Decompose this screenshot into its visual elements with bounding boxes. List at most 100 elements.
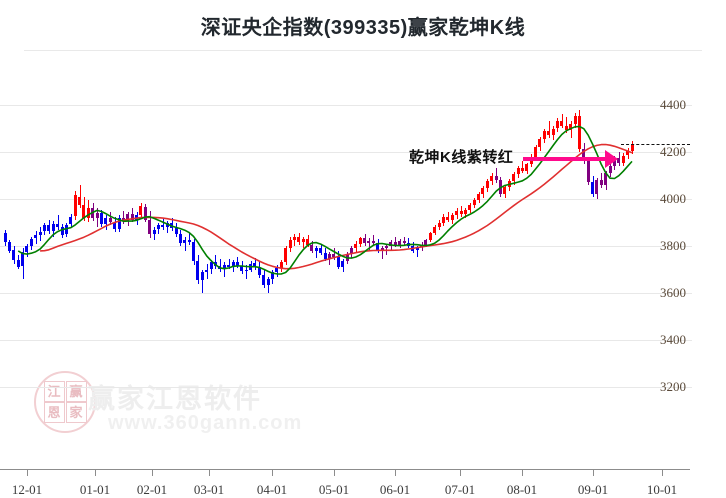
candle-body bbox=[552, 128, 555, 136]
candle-body bbox=[556, 121, 559, 129]
candle-body bbox=[240, 265, 243, 272]
candle-wick bbox=[408, 237, 409, 249]
candle-wick bbox=[316, 246, 317, 258]
candle-body bbox=[87, 208, 90, 218]
candle-wick bbox=[163, 218, 164, 230]
candle-wick bbox=[167, 221, 168, 234]
gridline bbox=[0, 105, 692, 106]
candle-body bbox=[267, 278, 270, 286]
candle-body bbox=[179, 233, 182, 244]
candle-body bbox=[328, 254, 331, 259]
candle-wick bbox=[369, 237, 370, 251]
candle-body bbox=[464, 210, 467, 214]
candle-body bbox=[438, 222, 441, 228]
candle-body bbox=[245, 269, 248, 272]
candle-body bbox=[631, 143, 634, 151]
gridline bbox=[0, 340, 692, 341]
candle-body bbox=[232, 262, 235, 267]
candle-body bbox=[192, 242, 195, 262]
candle-body bbox=[521, 168, 524, 171]
candle-body bbox=[403, 241, 406, 244]
x-axis-tick-label-8: 08-01 bbox=[506, 482, 538, 497]
candle-wick bbox=[549, 121, 550, 138]
candle-body bbox=[65, 224, 68, 235]
candle-body bbox=[534, 147, 537, 157]
y-axis-tick-label-3: 3800 bbox=[660, 238, 686, 253]
candle-body bbox=[78, 196, 81, 205]
candle-body bbox=[118, 217, 121, 229]
candle-body bbox=[517, 168, 520, 175]
candle-body bbox=[236, 262, 239, 266]
x-axis-tick bbox=[209, 469, 210, 476]
candle-body bbox=[96, 213, 99, 219]
x-axis-line bbox=[0, 469, 690, 470]
candle-wick bbox=[404, 236, 405, 246]
x-axis-tick-label-2: 02-01 bbox=[136, 482, 168, 497]
candle-body bbox=[12, 250, 15, 261]
candle-wick bbox=[229, 258, 230, 270]
candle-body bbox=[271, 271, 274, 279]
x-axis-tick bbox=[593, 469, 594, 476]
candle-body bbox=[490, 175, 493, 182]
candle-body bbox=[100, 213, 103, 225]
annotation-arrow-line bbox=[523, 157, 611, 161]
candle-body bbox=[477, 194, 480, 200]
candle-body bbox=[148, 219, 151, 235]
y-axis-tick-label-6: 3200 bbox=[660, 379, 686, 394]
candle-body bbox=[324, 253, 327, 259]
candle-body bbox=[223, 264, 226, 270]
candle-body bbox=[253, 263, 256, 268]
x-axis-tick bbox=[272, 469, 273, 476]
candle-body bbox=[385, 246, 388, 249]
x-axis-tick-label-0: 12-01 bbox=[11, 482, 43, 497]
y-axis-tick-label-4: 3600 bbox=[660, 285, 686, 300]
candle-body bbox=[495, 175, 498, 180]
chart-header: 深证央企指数(399335)赢家乾坤K线 bbox=[0, 0, 726, 50]
candle-body bbox=[131, 214, 134, 220]
candle-body bbox=[289, 240, 292, 249]
candle-body bbox=[376, 243, 379, 251]
candle-body bbox=[604, 173, 607, 186]
gridline bbox=[0, 152, 692, 153]
candle-body bbox=[481, 188, 484, 195]
candlestick-series bbox=[4, 109, 634, 293]
x-axis-tick-label-5: 05-01 bbox=[318, 482, 350, 497]
candle-wick bbox=[123, 210, 124, 224]
candle-body bbox=[319, 248, 322, 254]
candle-body bbox=[600, 180, 603, 186]
x-axis-tick bbox=[460, 469, 461, 476]
candle-body bbox=[569, 123, 572, 131]
gridline bbox=[0, 387, 692, 388]
candle-wick bbox=[566, 116, 567, 134]
candle-body bbox=[34, 235, 37, 239]
gridline bbox=[0, 199, 692, 200]
candle-body bbox=[429, 233, 432, 240]
x-axis-tick-label-6: 06-01 bbox=[379, 482, 411, 497]
candle-body bbox=[227, 264, 230, 267]
candle-body bbox=[161, 225, 164, 228]
candle-body bbox=[113, 222, 116, 230]
candle-body bbox=[433, 227, 436, 234]
x-axis-tick-label-9: 09-01 bbox=[577, 482, 609, 497]
candle-wick bbox=[202, 269, 203, 293]
candle-body bbox=[337, 257, 340, 267]
candle-body bbox=[39, 231, 42, 236]
candle-body bbox=[473, 200, 476, 205]
candle-body bbox=[525, 164, 528, 171]
candle-wick bbox=[303, 236, 304, 249]
page-title: 深证央企指数(399335)赢家乾坤K线 bbox=[200, 16, 526, 39]
candle-body bbox=[512, 174, 515, 182]
candle-body bbox=[578, 115, 581, 150]
candle-body bbox=[310, 244, 313, 251]
ma-fast-line bbox=[17, 125, 633, 275]
x-axis-tick bbox=[152, 469, 153, 476]
candle-wick bbox=[294, 234, 295, 246]
candle-body bbox=[153, 229, 156, 235]
candle-body bbox=[354, 243, 357, 249]
candle-body bbox=[626, 150, 629, 156]
candle-body bbox=[574, 115, 577, 124]
candle-body bbox=[30, 238, 33, 246]
candle-body bbox=[486, 181, 489, 189]
candle-body bbox=[595, 180, 598, 194]
candle-body bbox=[609, 166, 612, 174]
